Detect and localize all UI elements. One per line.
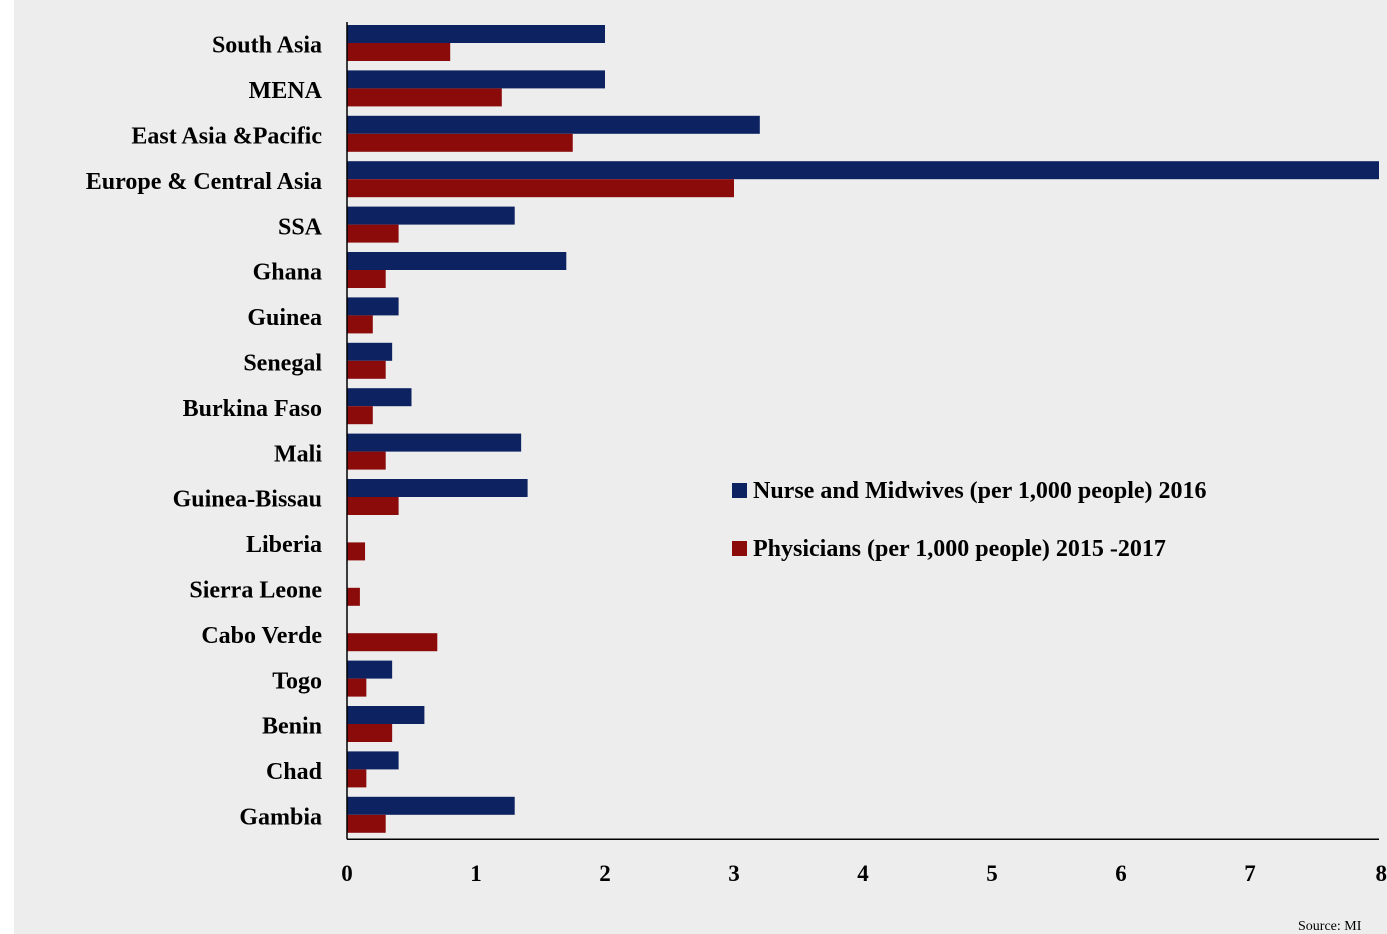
- nurse-bar: [347, 70, 605, 89]
- nurse-bar: [347, 388, 412, 407]
- x-tick-label: 3: [728, 861, 740, 886]
- bar-chart: South Asia MENA East Asia &Pacific Europe &…: [86, 22, 1387, 934]
- category-label: Guinea-Bissau: [173, 487, 322, 513]
- physician-bar: [347, 406, 373, 425]
- category-label: Ghana: [253, 260, 322, 286]
- physician-bar: [347, 179, 734, 198]
- nurse-bar: [347, 479, 528, 497]
- legend: Nurse and Midwives (per 1,000 people) 20…: [732, 478, 1207, 562]
- legend-swatch: [732, 541, 747, 556]
- category-label: Sierra Leone: [189, 578, 322, 604]
- category-label: Liberia: [246, 532, 322, 558]
- category-label: Mali: [274, 441, 322, 467]
- nurse-bar: [347, 115, 760, 134]
- x-tick-label: 6: [1115, 861, 1127, 886]
- physician-bar: [347, 451, 386, 470]
- category-label: Guinea: [247, 305, 322, 331]
- category-label: Chad: [266, 759, 323, 785]
- category-label: Gambia: [239, 805, 322, 831]
- physician-bar: [347, 678, 367, 697]
- category-label: Burkina Faso: [183, 396, 322, 422]
- category-label: MENA: [249, 78, 323, 104]
- legend-swatch: [732, 483, 747, 498]
- physician-bar: [347, 542, 366, 561]
- nurse-bar: [347, 706, 425, 724]
- nurse-bar: [347, 252, 567, 270]
- category-label: Togo: [272, 668, 322, 694]
- nurse-bar: [347, 796, 515, 815]
- physician-bar: [347, 224, 399, 243]
- category-label: Senegal: [243, 351, 322, 377]
- x-tick-label: 5: [986, 861, 998, 886]
- category-label: South Asia: [212, 33, 322, 59]
- physician-bar: [347, 497, 399, 515]
- x-tick-label: 1: [470, 861, 482, 886]
- physician-bar: [347, 270, 386, 288]
- x-tick-label: 4: [857, 861, 869, 886]
- physician-bar: [347, 360, 386, 379]
- source-note: Source: MI: [1298, 919, 1362, 934]
- physician-bar: [347, 133, 573, 152]
- category-labels: South Asia MENA East Asia &Pacific Europe &…: [86, 33, 323, 831]
- physician-bar: [347, 315, 373, 334]
- x-tick-label: 7: [1244, 861, 1256, 886]
- category-label: Cabo Verde: [201, 623, 322, 649]
- nurse-bar: [347, 25, 605, 43]
- physician-bar: [347, 633, 438, 652]
- legend-label: Physicians (per 1,000 people) 2015 -2017: [753, 536, 1166, 562]
- nurse-bar: [347, 206, 515, 225]
- nurse-bar: [347, 161, 1379, 180]
- legend-label: Nurse and Midwives (per 1,000 people) 20…: [753, 478, 1207, 504]
- nurse-bar: [347, 342, 393, 361]
- category-label: Europe & Central Asia: [86, 169, 322, 195]
- nurse-bar: [347, 660, 393, 679]
- nurse-bar: [347, 297, 399, 316]
- x-tick-labels: 0 1 2 3 4 5 6 7 8: [341, 861, 1387, 886]
- nurse-bar: [347, 751, 399, 770]
- bars-group: [347, 25, 1379, 833]
- category-label: East Asia &Pacific: [131, 124, 322, 150]
- category-label: Benin: [262, 714, 322, 740]
- category-label: SSA: [278, 214, 323, 240]
- x-tick-label: 8: [1376, 861, 1387, 886]
- x-tick-label: 2: [599, 861, 611, 886]
- physician-bar: [347, 88, 502, 107]
- physician-bar: [347, 769, 367, 788]
- physician-bar: [347, 43, 451, 61]
- physician-bar: [347, 724, 393, 742]
- chart-area: South Asia MENA East Asia &Pacific Europe &…: [14, 0, 1387, 934]
- physician-bar: [347, 587, 360, 606]
- nurse-bar: [347, 433, 522, 452]
- x-tick-label: 0: [341, 861, 353, 886]
- physician-bar: [347, 814, 386, 833]
